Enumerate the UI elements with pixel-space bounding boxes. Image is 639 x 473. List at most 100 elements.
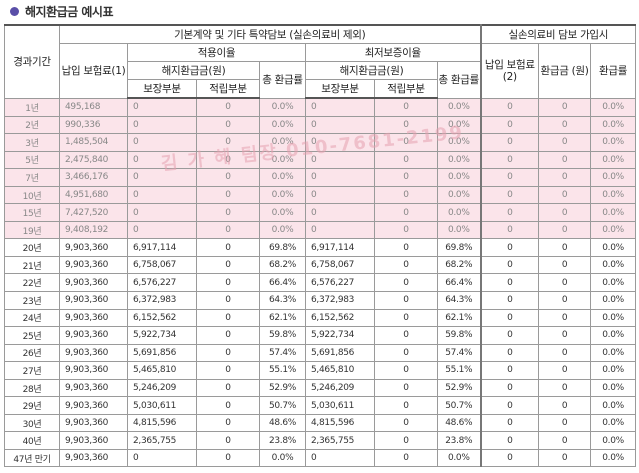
cell-min-accum: 0 [375, 151, 438, 169]
cell-applied-accum: 0 [197, 397, 260, 415]
cell-applied-protect: 5,030,611 [128, 397, 197, 415]
cell-min-rate: 0.0% [438, 449, 481, 467]
cell-applied-rate: 0.0% [260, 169, 306, 187]
cell-period: 22년 [5, 274, 60, 292]
cell-premium2: 0 [481, 116, 539, 134]
cell-refund-rate: 0.0% [591, 186, 636, 204]
cell-applied-accum: 0 [197, 362, 260, 380]
header-period: 경과기간 [5, 25, 60, 98]
cell-applied-accum: 0 [197, 344, 260, 362]
cell-applied-rate: 68.2% [260, 256, 306, 274]
cell-applied-protect: 5,246,209 [128, 379, 197, 397]
cell-min-rate: 48.6% [438, 414, 481, 432]
header-applied-rate: 적용이율 [128, 44, 306, 62]
cell-min-rate: 52.9% [438, 379, 481, 397]
cell-applied-protect: 0 [128, 98, 197, 116]
cell-applied-protect: 6,917,114 [128, 239, 197, 257]
cell-premium2: 0 [481, 327, 539, 345]
cell-applied-rate: 0.0% [260, 221, 306, 239]
cell-min-rate: 69.8% [438, 239, 481, 257]
cell-applied-rate: 55.1% [260, 362, 306, 380]
cell-min-accum: 0 [375, 362, 438, 380]
cell-premium2: 0 [481, 134, 539, 152]
header-min-refund-amt: 해지환급금(원) [306, 62, 438, 80]
cell-min-accum: 0 [375, 221, 438, 239]
cell-premium1: 495,168 [60, 98, 128, 116]
cell-refund: 0 [539, 239, 591, 257]
table-row: 30년 9,903,360 4,815,596 0 48.6% 4,815,596 0 48.… [5, 414, 636, 432]
cell-min-accum: 0 [375, 309, 438, 327]
cell-min-accum: 0 [375, 256, 438, 274]
title-row: 해지환급금 예시표 [10, 2, 113, 20]
cell-premium2: 0 [481, 169, 539, 187]
cell-min-accum: 0 [375, 98, 438, 116]
cell-min-rate: 62.1% [438, 309, 481, 327]
cell-refund: 0 [539, 256, 591, 274]
cell-period: 26년 [5, 344, 60, 362]
cell-applied-protect: 6,576,227 [128, 274, 197, 292]
header-applied-refund-amt: 해지환급금(원) [128, 62, 260, 80]
cell-min-protect: 6,152,562 [306, 309, 375, 327]
cell-applied-rate: 0.0% [260, 151, 306, 169]
cell-premium2: 0 [481, 414, 539, 432]
cell-refund-rate: 0.0% [591, 379, 636, 397]
cell-applied-rate: 59.8% [260, 327, 306, 345]
table-row: 23년 9,903,360 6,372,983 0 64.3% 6,372,983 0 64.… [5, 292, 636, 310]
cell-applied-protect: 0 [128, 116, 197, 134]
cell-applied-protect: 0 [128, 186, 197, 204]
cell-min-rate: 59.8% [438, 327, 481, 345]
cell-refund: 0 [539, 309, 591, 327]
cell-min-protect: 4,815,596 [306, 414, 375, 432]
cell-refund: 0 [539, 221, 591, 239]
header-group-basic: 기본계약 및 기타 특약담보 (실손의료비 제외) [60, 25, 481, 44]
cell-refund: 0 [539, 274, 591, 292]
cell-premium2: 0 [481, 432, 539, 450]
cell-applied-protect: 6,372,983 [128, 292, 197, 310]
cell-refund-rate: 0.0% [591, 98, 636, 116]
cell-applied-protect: 5,922,734 [128, 327, 197, 345]
cell-applied-accum: 0 [197, 221, 260, 239]
cell-min-protect: 0 [306, 116, 375, 134]
table-body: 1년 495,168 0 0 0.0% 0 0 0.0% 0 0 0.0% 2년 990,336 0 0 0.… [5, 98, 636, 467]
cell-refund-rate: 0.0% [591, 362, 636, 380]
cell-min-accum: 0 [375, 414, 438, 432]
cell-premium1: 9,903,360 [60, 309, 128, 327]
cell-min-accum: 0 [375, 292, 438, 310]
cell-applied-rate: 52.9% [260, 379, 306, 397]
cell-applied-protect: 0 [128, 169, 197, 187]
table-row: 22년 9,903,360 6,576,227 0 66.4% 6,576,227 0 66.… [5, 274, 636, 292]
cell-applied-rate: 0.0% [260, 186, 306, 204]
cell-refund: 0 [539, 116, 591, 134]
cell-premium1: 7,427,520 [60, 204, 128, 222]
cell-premium1: 9,408,192 [60, 221, 128, 239]
table-row: 40년 9,903,360 2,365,755 0 23.8% 2,365,755 0 23.… [5, 432, 636, 450]
cell-applied-accum: 0 [197, 134, 260, 152]
cell-refund-rate: 0.0% [591, 274, 636, 292]
cell-period: 24년 [5, 309, 60, 327]
cell-applied-accum: 0 [197, 292, 260, 310]
cell-premium1: 9,903,360 [60, 292, 128, 310]
cell-min-protect: 6,372,983 [306, 292, 375, 310]
cell-premium2: 0 [481, 362, 539, 380]
table-row: 29년 9,903,360 5,030,611 0 50.7% 5,030,611 0 50.… [5, 397, 636, 415]
cell-refund: 0 [539, 449, 591, 467]
table-row: 2년 990,336 0 0 0.0% 0 0 0.0% 0 0 0.0% [5, 116, 636, 134]
cell-applied-rate: 57.4% [260, 344, 306, 362]
cell-min-rate: 50.7% [438, 397, 481, 415]
table-row: 28년 9,903,360 5,246,209 0 52.9% 5,246,209 0 52.… [5, 379, 636, 397]
cell-min-protect: 0 [306, 449, 375, 467]
cell-period: 28년 [5, 379, 60, 397]
cell-premium1: 3,466,176 [60, 169, 128, 187]
cell-premium1: 990,336 [60, 116, 128, 134]
cell-applied-accum: 0 [197, 204, 260, 222]
cell-premium1: 9,903,360 [60, 362, 128, 380]
cell-premium1: 9,903,360 [60, 432, 128, 450]
cell-min-rate: 23.8% [438, 432, 481, 450]
cell-premium1: 9,903,360 [60, 397, 128, 415]
cell-period: 23년 [5, 292, 60, 310]
table-row: 19년 9,408,192 0 0 0.0% 0 0 0.0% 0 0 0.0% [5, 221, 636, 239]
cell-applied-rate: 0.0% [260, 134, 306, 152]
table-row: 5년 2,475,840 0 0 0.0% 0 0 0.0% 0 0 0.0% [5, 151, 636, 169]
cell-min-accum: 0 [375, 239, 438, 257]
cell-min-accum: 0 [375, 116, 438, 134]
